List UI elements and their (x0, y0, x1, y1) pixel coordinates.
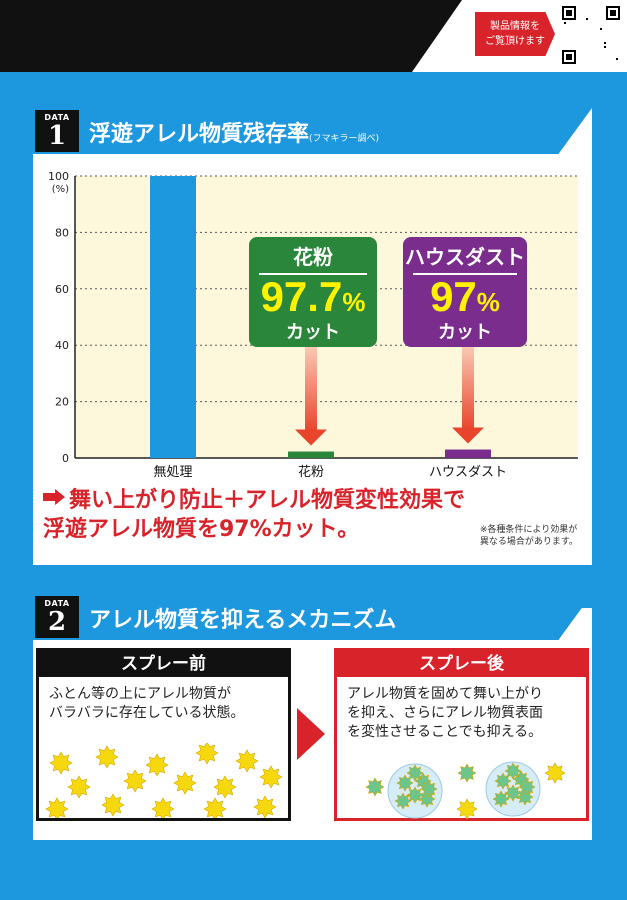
bar-2 (445, 449, 491, 458)
allergen-particle-icon (195, 743, 219, 765)
allergen-particle-icon (213, 775, 237, 799)
bar-0 (150, 176, 196, 458)
pollen-value-number: 97.7 (260, 273, 343, 320)
y-tick-label: 100 (48, 170, 69, 183)
bar-1 (288, 451, 334, 458)
y-tick-label: 0 (62, 452, 69, 465)
data1-title: 浮遊アレル物質残存率(フマキラー調べ) (89, 116, 379, 148)
after-spray-line1: アレル物質を固めて舞い上がり (347, 686, 543, 702)
data2-title: アレル物質を抑えるメカニズム (89, 607, 397, 633)
clumped-allergens-illustration (365, 761, 566, 819)
data2-header-bar (33, 594, 592, 640)
allergen-particle-icon (253, 795, 277, 818)
after-spray-line3: を変性させることでも抑える。 (347, 724, 543, 740)
dust-callout-label: ハウスダスト (405, 245, 525, 269)
after-spray-box: スプレー後 アレル物質を固めて舞い上がり を抑え、さらにアレル物質表面 を変性さ… (334, 648, 589, 821)
x-tick-label: 無処理 (153, 465, 192, 480)
allergen-particle-icon (544, 762, 566, 784)
allergen-particle-icon (101, 793, 125, 817)
callout-arrow-1 (452, 340, 484, 444)
before-spray-box: スプレー前 ふとん等の上にアレル物質が バラバラに存在している状態。 (36, 648, 291, 821)
before-spray-text: ふとん等の上にアレル物質が バラバラに存在している状態。 (39, 677, 288, 723)
data2-badge-number: 2 (47, 607, 67, 637)
allergen-particle-icon (145, 753, 169, 777)
before-spray-title: スプレー前 (39, 651, 288, 677)
after-spray-title: スプレー後 (337, 651, 586, 677)
y-tick-label: 80 (55, 226, 69, 239)
pollen-value-percent: % (342, 287, 366, 317)
allergen-particle-icon (95, 745, 119, 769)
data1-badge: DATA 1 (35, 110, 79, 152)
red-arrow-icon (43, 489, 65, 505)
product-info-line1: 製品情報を (490, 21, 540, 32)
allergen-particle-icon (123, 769, 147, 793)
data2-badge: DATA 2 (35, 596, 79, 638)
data2-panel: DATA 2 アレル物質を抑えるメカニズム スプレー前 ふとん等の上にアレル物質… (33, 594, 592, 840)
callout-arrow-0 (295, 340, 327, 446)
allergen-clump-icon (485, 761, 541, 817)
pollen-callout-rule (259, 273, 367, 275)
data2-badge-word: DATA (44, 599, 70, 608)
data1-panel: DATA 1 浮遊アレル物質残存率(フマキラー調べ) 0 20 40 60 80 100(… (33, 108, 592, 565)
disclaimer-note: ※各種条件により効果が 異なる場合があります。 (480, 524, 578, 548)
green-particle (492, 790, 510, 808)
y-tick-label: 20 (55, 396, 69, 409)
data1-header-bar (33, 108, 592, 154)
x-tick-label: 花粉 (298, 464, 324, 480)
data1-title-note: (フマキラー調べ) (309, 134, 380, 144)
dust-value-number: 97 (430, 273, 477, 320)
disclaimer-line1: ※各種条件により効果が (479, 525, 578, 535)
green-particle (518, 778, 536, 796)
after-spray-text: アレル物質を固めて舞い上がり を抑え、さらにアレル物質表面 を変性させることでも… (337, 677, 586, 742)
result-message-line1: 舞い上がり防止＋アレル物質変性効果で (43, 486, 583, 515)
allergen-clump-icon (387, 763, 443, 819)
transition-arrow-icon (297, 708, 325, 760)
allergen-particle-icon (235, 749, 259, 773)
before-spray-line1: ふとん等の上にアレル物質が (49, 686, 231, 702)
after-spray-line2: を抑え、さらにアレル物質表面 (347, 705, 543, 721)
dust-callout: ハウスダスト 97% カット (403, 237, 527, 347)
allergen-particle-icon (49, 751, 73, 775)
allergen-particle-icon (456, 798, 478, 819)
y-tick-label: 40 (55, 339, 69, 352)
pollen-callout: 花粉 97.7% カット (249, 237, 377, 347)
allergen-particle-icon (259, 765, 283, 789)
result-message-line2: 浮遊アレル物質を97%カット。 (43, 517, 360, 542)
green-particle (504, 762, 522, 780)
dust-callout-rule (413, 273, 517, 275)
green-particle (420, 780, 438, 798)
scattered-allergens-illustration (45, 743, 283, 818)
pollen-callout-value: 97.7% (249, 275, 377, 324)
result-message: 舞い上がり防止＋アレル物質変性効果で 浮遊アレル物質を97%カット。 (43, 486, 583, 544)
result-message-text1: 舞い上がり防止＋アレル物質変性効果で (69, 488, 466, 513)
green-particle-icon (457, 763, 477, 783)
data1-title-text: 浮遊アレル物質残存率 (89, 121, 310, 147)
allergen-particle-icon (173, 771, 197, 795)
product-info-line2: ご覧頂けます (485, 36, 545, 47)
green-particle (394, 792, 412, 810)
allergen-particle-icon (151, 797, 175, 818)
y-tick-label: 60 (55, 283, 69, 296)
pollen-callout-cut: カット (286, 322, 340, 343)
dust-value-percent: % (476, 287, 500, 317)
green-particle-icon (365, 777, 385, 797)
product-info-button[interactable]: 製品情報を ご覧頂けます (475, 12, 555, 56)
dust-callout-cut: カット (438, 322, 492, 343)
qr-code-icon[interactable] (562, 6, 620, 64)
before-spray-line2: バラバラに存在している状態。 (49, 705, 245, 721)
dust-callout-value: 97% (403, 275, 527, 324)
data1-badge-number: 1 (47, 121, 67, 151)
green-particle (406, 764, 424, 782)
data1-badge-word: DATA (44, 113, 70, 122)
x-tick-label: ハウスダスト (429, 465, 507, 480)
y-axis-label: (%) (52, 184, 69, 195)
allergen-particle-icon (203, 797, 227, 818)
disclaimer-line2: 異なる場合があります。 (479, 537, 578, 547)
allergen-particle-icon (67, 775, 91, 799)
allergen-particle-icon (45, 797, 69, 818)
pollen-callout-label: 花粉 (293, 245, 333, 269)
